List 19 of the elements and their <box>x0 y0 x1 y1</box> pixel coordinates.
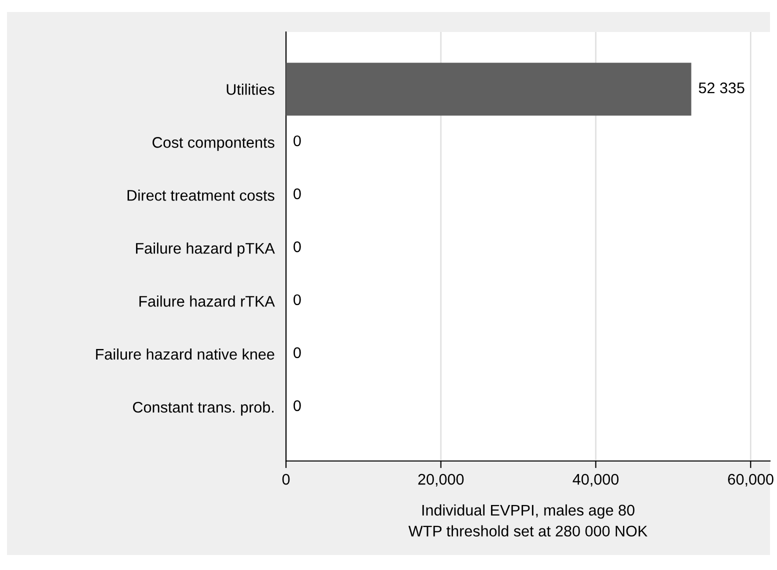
data-label: 0 <box>294 241 301 252</box>
x-tick-label: 0 <box>282 474 290 485</box>
x-axis-title: Individual EVPPI, males age 80 WTP threshold set at 280 000 NOK <box>408 504 648 537</box>
data-label: 0 <box>294 188 301 200</box>
data-label: 0 <box>294 135 301 146</box>
data-label: 0 <box>294 294 301 306</box>
y-tick-label: Constant trans. prob. <box>133 401 274 416</box>
data-label: 0 <box>294 347 301 358</box>
y-tick-label: Failure hazard pTKA <box>136 242 275 257</box>
data-label: 0 <box>294 400 301 412</box>
x-tick-label: 60,000 <box>728 474 774 487</box>
y-tick-label: Cost compontents <box>152 137 274 151</box>
y-tick-label: Direct treatment costs <box>128 190 274 201</box>
y-tick-label: Utilities <box>226 84 274 95</box>
x-tick-label: 40,000 <box>572 474 619 487</box>
x-tick-label: 20,000 <box>418 474 464 487</box>
y-tick-label: Failure hazard native knee <box>96 348 274 360</box>
y-tick-label: Failure hazard rTKA <box>139 296 275 307</box>
data-label: 52 335 <box>698 82 744 94</box>
